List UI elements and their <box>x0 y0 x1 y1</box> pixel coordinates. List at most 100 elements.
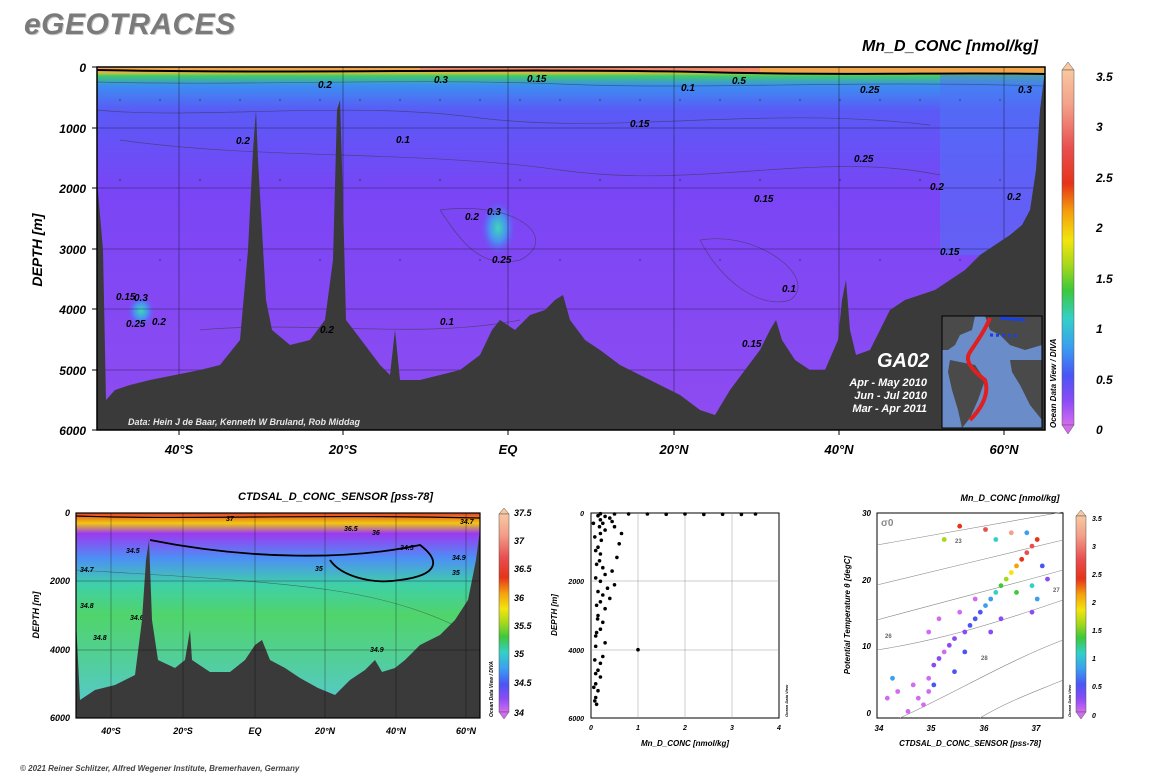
data-point <box>645 512 650 516</box>
contour-label: 0.2 <box>320 325 334 336</box>
colorbar-tick: 2.5 <box>1095 171 1113 185</box>
data-point <box>921 702 926 708</box>
x-tick-label: 1 <box>636 725 640 732</box>
contour-label: 34.7 <box>460 519 475 526</box>
contour-label: 34.5 <box>126 548 140 555</box>
data-point <box>615 555 619 560</box>
y-tick-label: 6000 <box>568 716 584 723</box>
data-credit: Data: Hein J de Baar, Kenneth W Bruland,… <box>128 417 361 427</box>
depth-profile-scatter <box>590 511 780 719</box>
data-point <box>702 512 706 517</box>
contour-label: 0.25 <box>126 319 146 330</box>
data-point <box>972 596 978 602</box>
data-point <box>598 675 603 679</box>
data-point <box>601 521 605 526</box>
colorbar-tick: 1 <box>1092 656 1096 663</box>
colorbar-tick: 0 <box>1096 423 1103 437</box>
data-point <box>957 609 963 615</box>
data-point <box>597 524 602 529</box>
cruise-period: Jun - Jul 2010 <box>854 390 928 402</box>
data-point <box>598 627 603 631</box>
data-point <box>739 512 744 517</box>
x-tick-label: 36 <box>980 724 989 733</box>
colorbar-tick: 36 <box>514 593 525 603</box>
y-tick-label: 0 <box>79 61 86 75</box>
data-point <box>720 512 725 516</box>
data-point <box>596 589 600 594</box>
colorbar-tick: 37.5 <box>514 508 533 518</box>
odv-watermark: Ocean Data View <box>784 684 789 717</box>
contour-label: 0.1 <box>681 83 695 94</box>
data-point <box>1003 576 1009 582</box>
data-point <box>594 562 599 567</box>
contour-label: 0.2 <box>236 136 250 147</box>
isopycnal-value: 28 <box>981 656 988 662</box>
data-point <box>594 702 599 707</box>
data-point <box>926 629 932 635</box>
data-point <box>603 572 607 577</box>
x-tick-label: 4 <box>776 725 781 732</box>
data-point <box>926 689 932 694</box>
colorbar-tick: 2.5 <box>1091 572 1102 579</box>
data-point <box>612 512 617 516</box>
data-point <box>895 689 901 694</box>
data-point <box>905 709 911 714</box>
egeotraces-logo: eGEOTRACES <box>24 8 236 41</box>
y-tick-label: 10 <box>862 642 871 651</box>
section-name: GA02 <box>877 350 929 372</box>
x-tick-label: 2 <box>682 725 687 732</box>
data-point <box>603 528 607 532</box>
x-tick-label: 40°N <box>823 442 854 457</box>
data-point <box>603 606 607 611</box>
contour-label: 0.15 <box>527 74 547 85</box>
colorbar-tick: 1.5 <box>1096 272 1113 286</box>
y-tick-label: 2000 <box>49 576 70 586</box>
y-tick-label: 0 <box>65 508 70 518</box>
data-point <box>998 583 1004 589</box>
y-tick-label: 6000 <box>50 713 70 723</box>
data-point <box>603 514 607 519</box>
ts-diagram <box>876 511 1064 719</box>
data-point <box>610 519 614 524</box>
contour-label: 0.2 <box>930 182 944 193</box>
x-tick-label: 40°N <box>385 726 407 736</box>
data-point <box>601 565 605 570</box>
colorbar-tick: 0 <box>1092 713 1096 720</box>
x-tick-label: 20°N <box>658 442 689 457</box>
y-tick-label: 0 <box>580 511 584 518</box>
data-point <box>636 647 640 652</box>
colorbar-tick: 36.5 <box>514 564 533 574</box>
data-point <box>617 542 621 546</box>
y-tick-label: 4000 <box>49 645 70 655</box>
data-point <box>593 535 597 539</box>
data-point <box>593 658 597 662</box>
contour-label: 0.15 <box>630 119 650 130</box>
data-point <box>993 537 999 542</box>
data-point <box>1014 590 1019 595</box>
data-point <box>601 593 605 597</box>
x-tick-label: 60°N <box>456 726 477 736</box>
contour-label: 0.1 <box>440 317 454 328</box>
x-tick-label: 37 <box>1032 724 1041 733</box>
y-axis-label: DEPTH [m] <box>550 594 559 636</box>
contour-label: 0.15 <box>940 247 960 258</box>
data-point <box>612 524 617 529</box>
data-point <box>601 620 605 625</box>
data-point <box>890 675 895 681</box>
data-point <box>988 629 994 635</box>
data-point <box>967 623 973 628</box>
data-point <box>1024 530 1030 536</box>
data-point <box>626 512 631 516</box>
data-point <box>591 521 596 526</box>
salinity-plot-title: CTDSAL_D_CONC_SENSOR [pss-78] <box>238 491 433 503</box>
isopycnal-value: 27 <box>1053 588 1060 594</box>
data-point <box>1034 596 1040 602</box>
y-axis-label: Potential Temperature θ [degC] <box>843 555 852 674</box>
data-point <box>596 545 600 549</box>
x-tick-label: 40°S <box>100 726 121 736</box>
contour-label: 0.15 <box>116 292 136 303</box>
data-point <box>910 682 916 688</box>
contour-label: 0.25 <box>860 85 880 96</box>
contour-label: 0.25 <box>492 255 512 266</box>
